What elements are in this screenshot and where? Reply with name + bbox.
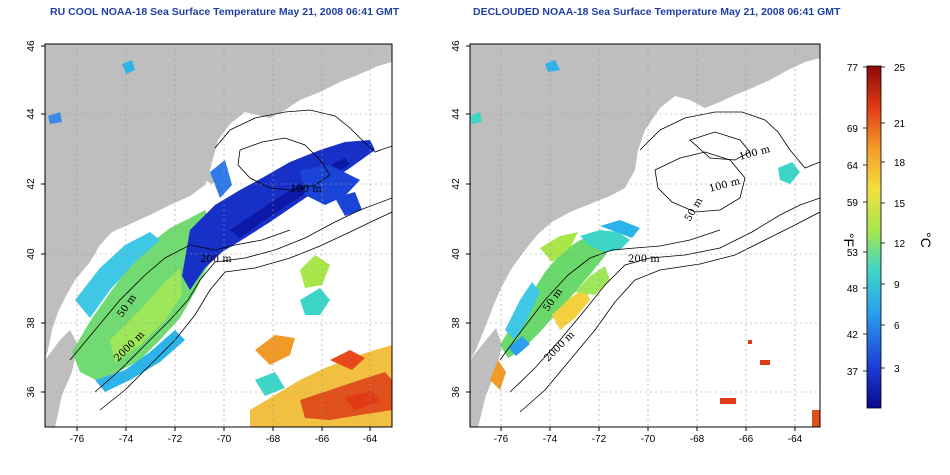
fahrenheit-tick: 42 xyxy=(847,330,859,341)
celsius-tick: 25 xyxy=(894,63,906,74)
right-grid xyxy=(470,44,820,427)
x-tick-label: -70 xyxy=(217,434,232,445)
y-tick-label: 40 xyxy=(451,248,462,260)
colorbar: 77 69 64 59 53 48 42 37 25 21 18 15 12 9… xyxy=(841,63,934,409)
y-tick-label: 38 xyxy=(451,317,462,329)
right-map-panel: 100 m 100 m 50 m 200 m 50 m 2000 m -76 -… xyxy=(451,40,821,445)
left-x-axis: -76 -74 -72 -70 -68 -66 -64 xyxy=(70,427,378,445)
celsius-tick: 9 xyxy=(894,280,900,291)
y-tick-label: 44 xyxy=(451,108,462,120)
y-tick-label: 42 xyxy=(26,178,37,190)
colorbar-gradient xyxy=(866,65,882,409)
celsius-tick: 3 xyxy=(894,364,900,375)
right-y-axis: 36 38 40 42 44 46 xyxy=(451,40,470,398)
x-tick-label: -68 xyxy=(690,434,705,445)
left-contours xyxy=(69,109,392,411)
y-tick-label: 46 xyxy=(26,40,37,52)
fahrenheit-tick: 77 xyxy=(847,63,859,74)
fahrenheit-tick: 53 xyxy=(847,248,859,259)
celsius-tick: 6 xyxy=(894,321,900,332)
y-tick-label: 46 xyxy=(451,40,462,52)
y-tick-label: 36 xyxy=(26,386,37,398)
fahrenheit-tick: 59 xyxy=(847,198,859,209)
right-x-axis: -76 -74 -72 -70 -68 -66 -64 xyxy=(494,427,803,445)
celsius-tick: 12 xyxy=(894,239,906,250)
x-tick-label: -70 xyxy=(641,434,656,445)
fahrenheit-tick: 48 xyxy=(847,284,859,295)
left-contour-label: 200 m xyxy=(200,254,232,265)
left-grid xyxy=(45,44,392,427)
x-tick-label: -64 xyxy=(363,434,378,445)
y-tick-label: 44 xyxy=(26,108,37,120)
celsius-tick: 18 xyxy=(894,158,906,169)
x-tick-label: -76 xyxy=(70,434,85,445)
x-tick-label: -72 xyxy=(592,434,607,445)
fahrenheit-label: °F xyxy=(841,233,857,247)
celsius-label: °C xyxy=(918,232,934,248)
right-sst-shelf xyxy=(500,234,612,358)
left-contour-label: 100 m xyxy=(290,184,322,195)
y-tick-label: 40 xyxy=(26,248,37,260)
celsius-tick: 15 xyxy=(894,199,906,210)
left-map-panel: 50 m 100 m 200 m 2000 m -76 -74 -72 -70 … xyxy=(26,40,393,445)
fahrenheit-tick: 37 xyxy=(847,367,859,378)
x-tick-label: -74 xyxy=(543,434,558,445)
right-map-title: DECLOUDED NOAA-18 Sea Surface Temperatur… xyxy=(473,6,841,18)
left-map-title: RU COOL NOAA-18 Sea Surface Temperature … xyxy=(50,6,400,18)
y-tick-label: 42 xyxy=(451,178,462,190)
right-land xyxy=(470,44,820,360)
fahrenheit-tick: 69 xyxy=(847,124,859,135)
x-tick-label: -72 xyxy=(168,434,183,445)
y-tick-label: 36 xyxy=(451,386,462,398)
celsius-tick: 21 xyxy=(894,119,906,130)
x-tick-label: -74 xyxy=(119,434,134,445)
left-land xyxy=(45,44,392,360)
x-tick-label: -66 xyxy=(315,434,330,445)
left-y-axis: 36 38 40 42 44 46 xyxy=(26,40,45,398)
x-tick-label: -66 xyxy=(739,434,754,445)
right-warm-patch xyxy=(720,398,736,404)
left-sst-shelf xyxy=(72,210,215,380)
x-tick-label: -76 xyxy=(494,434,509,445)
x-tick-label: -68 xyxy=(266,434,281,445)
fahrenheit-tick: 64 xyxy=(847,161,859,172)
x-tick-label: -64 xyxy=(788,434,803,445)
right-contour-label: 200 m xyxy=(628,254,660,265)
y-tick-label: 38 xyxy=(26,317,37,329)
